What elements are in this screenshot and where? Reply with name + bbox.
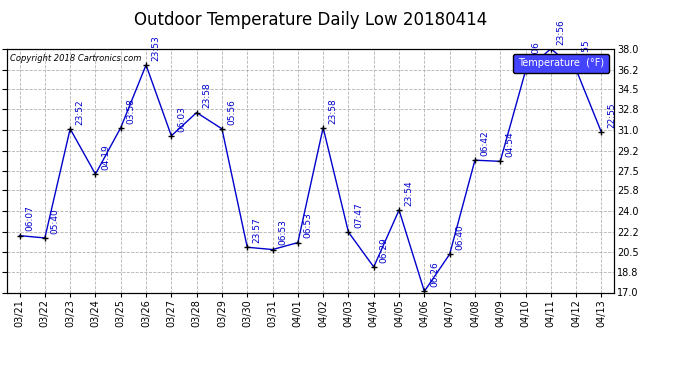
Text: 23:57: 23:57 (253, 217, 262, 243)
Text: 23:56: 23:56 (556, 19, 565, 45)
Text: Copyright 2018 Cartronics.com: Copyright 2018 Cartronics.com (10, 54, 141, 63)
Legend: Temperature  (°F): Temperature (°F) (513, 54, 609, 74)
Text: 05:40: 05:40 (50, 208, 59, 234)
Text: 07:47: 07:47 (354, 202, 363, 228)
Text: 06:42: 06:42 (480, 130, 489, 156)
Text: 03:06: 03:06 (531, 41, 540, 67)
Text: 06:40: 06:40 (455, 224, 464, 250)
Text: 22:55: 22:55 (607, 102, 616, 128)
Text: 23:58: 23:58 (328, 98, 337, 123)
Text: 23:54: 23:54 (404, 180, 413, 206)
Text: 04:54: 04:54 (506, 132, 515, 157)
Text: 23:58: 23:58 (202, 82, 211, 108)
Text: 05:56: 05:56 (228, 99, 237, 124)
Text: 06:07: 06:07 (25, 206, 34, 231)
Text: 23:55: 23:55 (582, 40, 591, 66)
Text: 23:53: 23:53 (152, 35, 161, 61)
Text: 06:53: 06:53 (304, 213, 313, 238)
Text: 06:29: 06:29 (380, 237, 388, 263)
Text: 03:58: 03:58 (126, 98, 135, 123)
Text: 23:52: 23:52 (76, 99, 85, 124)
Text: 06:53: 06:53 (278, 219, 287, 245)
Text: Outdoor Temperature Daily Low 20180414: Outdoor Temperature Daily Low 20180414 (134, 11, 487, 29)
Text: 04:19: 04:19 (101, 144, 110, 170)
Text: 06:26: 06:26 (430, 261, 439, 287)
Text: 06:03: 06:03 (177, 106, 186, 132)
